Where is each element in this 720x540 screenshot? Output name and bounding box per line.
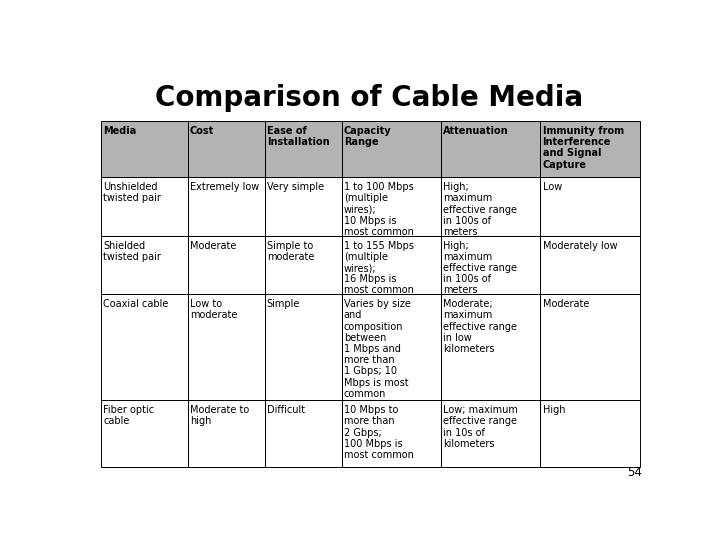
Bar <box>265 177 341 235</box>
Text: Shielded
twisted pair: Shielded twisted pair <box>104 241 161 262</box>
Text: Coaxial cable: Coaxial cable <box>104 299 168 309</box>
Text: Extremely low: Extremely low <box>190 182 259 192</box>
Text: Very simple: Very simple <box>267 182 324 192</box>
Bar <box>540 177 639 235</box>
Text: Media: Media <box>104 126 137 136</box>
Bar <box>540 400 639 467</box>
Bar <box>441 177 540 235</box>
Bar <box>265 235 341 294</box>
Text: Varies by size
and
composition
between
1 Mbps and
more than
1 Gbps; 10
Mbps is m: Varies by size and composition between 1… <box>343 299 410 399</box>
Text: Low to
moderate: Low to moderate <box>190 299 238 320</box>
Text: Attenuation: Attenuation <box>443 126 509 136</box>
Bar <box>540 121 639 177</box>
Text: Simple to
moderate: Simple to moderate <box>267 241 314 262</box>
Bar <box>341 294 441 400</box>
Text: Simple: Simple <box>267 299 300 309</box>
Bar <box>188 121 265 177</box>
Text: Moderate;
maximum
effective range
in low
kilometers: Moderate; maximum effective range in low… <box>443 299 517 354</box>
Text: High;
maximum
effective range
in 100s of
meters: High; maximum effective range in 100s of… <box>443 241 517 295</box>
Text: Moderate to
high: Moderate to high <box>190 405 249 427</box>
Bar <box>540 294 639 400</box>
Bar <box>265 400 341 467</box>
Bar <box>188 400 265 467</box>
Bar <box>341 177 441 235</box>
Text: Low; maximum
effective range
in 10s of
kilometers: Low; maximum effective range in 10s of k… <box>443 405 518 449</box>
Bar <box>441 400 540 467</box>
Bar <box>341 121 441 177</box>
Text: Unshielded
twisted pair: Unshielded twisted pair <box>104 182 161 204</box>
Bar <box>101 400 188 467</box>
Text: High: High <box>542 405 565 415</box>
Bar <box>101 235 188 294</box>
Text: Fiber optic
cable: Fiber optic cable <box>104 405 155 427</box>
Bar <box>540 235 639 294</box>
Bar <box>101 121 188 177</box>
Text: Cost: Cost <box>190 126 214 136</box>
Text: High;
maximum
effective range
in 100s of
meters: High; maximum effective range in 100s of… <box>443 182 517 237</box>
Text: Ease of
Installation: Ease of Installation <box>267 126 330 147</box>
Text: Difficult: Difficult <box>267 405 305 415</box>
Text: 1 to 155 Mbps
(multiple
wires);
16 Mbps is
most common: 1 to 155 Mbps (multiple wires); 16 Mbps … <box>343 241 414 295</box>
Text: Low: Low <box>542 182 562 192</box>
Text: Moderately low: Moderately low <box>542 241 617 251</box>
Text: Moderate: Moderate <box>190 241 236 251</box>
Bar <box>441 294 540 400</box>
Bar <box>101 177 188 235</box>
Bar <box>101 294 188 400</box>
Text: Capacity
Range: Capacity Range <box>343 126 392 147</box>
Bar <box>188 294 265 400</box>
Text: 54: 54 <box>628 465 642 478</box>
Bar <box>341 400 441 467</box>
Bar <box>265 294 341 400</box>
Text: Immunity from
Interference
and Signal
Capture: Immunity from Interference and Signal Ca… <box>542 126 624 170</box>
Bar <box>441 121 540 177</box>
Text: 1 to 100 Mbps
(multiple
wires);
10 Mbps is
most common: 1 to 100 Mbps (multiple wires); 10 Mbps … <box>343 182 414 237</box>
Text: 10 Mbps to
more than
2 Gbps;
100 Mbps is
most common: 10 Mbps to more than 2 Gbps; 100 Mbps is… <box>343 405 414 460</box>
Bar <box>341 235 441 294</box>
Bar <box>188 177 265 235</box>
Text: Comparison of Cable Media: Comparison of Cable Media <box>155 84 583 112</box>
Bar <box>441 235 540 294</box>
Bar <box>188 235 265 294</box>
Bar <box>265 121 341 177</box>
Text: Moderate: Moderate <box>542 299 589 309</box>
